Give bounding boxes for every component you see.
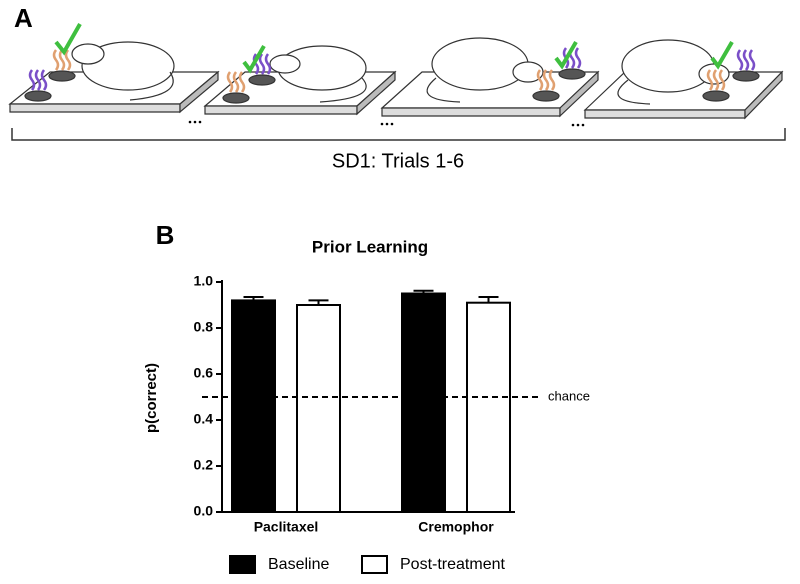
y-tick-label: 0.4	[194, 411, 214, 427]
bar	[296, 304, 341, 513]
odor-waves	[28, 47, 756, 93]
bar	[466, 301, 511, 514]
y-axis-label: p(correct)	[143, 363, 160, 433]
bar	[231, 299, 276, 513]
y-tick-label: 0.8	[194, 319, 214, 335]
legend-swatch	[361, 555, 388, 574]
x-tick-label: Paclitaxel	[254, 519, 319, 535]
check-marks	[54, 23, 734, 74]
chart-title: Prior Learning	[312, 237, 428, 256]
legend-label: Baseline	[268, 556, 329, 573]
bar	[401, 292, 446, 513]
caption: SD1: Trials 1-6	[332, 150, 464, 172]
plot: 0.0 0.2 0.4 0.6 0.8 1.0 Paclitaxel Cremophor cha…	[194, 273, 590, 574]
reference-label: chance	[548, 388, 590, 403]
panel-label: A	[14, 3, 33, 33]
y-tick-label: 0.0	[194, 503, 214, 519]
legend-swatch	[229, 555, 256, 574]
ellipsis	[188, 120, 585, 127]
y-tick-label: 0.6	[194, 365, 214, 381]
panel-label: B	[156, 220, 175, 250]
bracket	[11, 128, 786, 141]
legend-label: Post-treatment	[400, 556, 505, 573]
y-tick-label: 1.0	[194, 273, 214, 289]
y-tick-label: 0.2	[194, 457, 214, 473]
x-tick-label: Cremophor	[418, 519, 494, 535]
trial-diagram	[8, 37, 784, 120]
